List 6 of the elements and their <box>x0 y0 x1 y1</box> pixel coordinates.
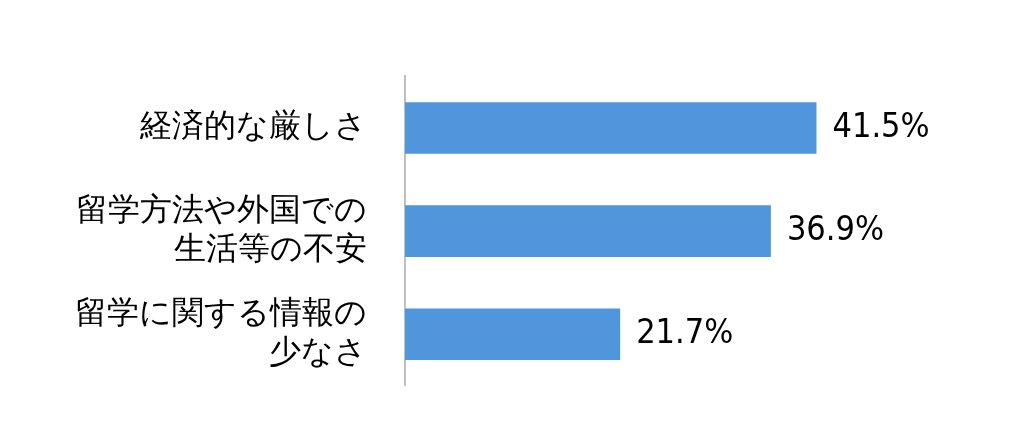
y-tick-label: 留学方法や外国での生活等の不安 <box>76 190 367 267</box>
data-label: 36.9% <box>786 207 885 248</box>
data-label: 41.5% <box>832 104 930 145</box>
y-tick-label: 留学に関する情報の少なさ <box>75 293 367 370</box>
y-tick-label: 経済的な厳しさ <box>139 106 367 145</box>
data-label: 21.7% <box>636 311 734 352</box>
